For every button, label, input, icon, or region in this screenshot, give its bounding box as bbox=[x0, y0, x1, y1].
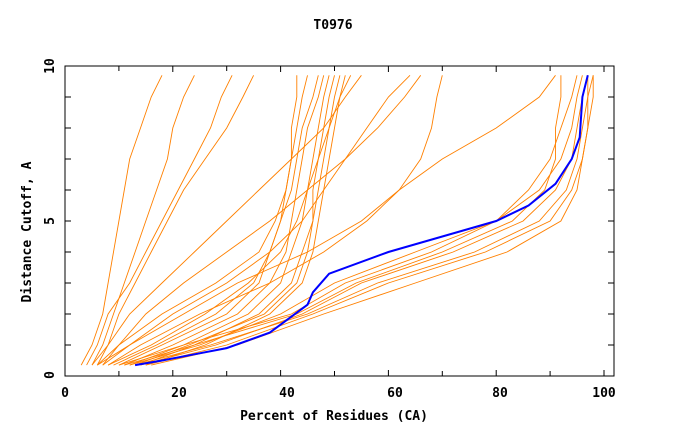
highlight-curve bbox=[134, 75, 589, 367]
y-axis-label: Distance Cutoff, A bbox=[20, 161, 35, 302]
model-curve-22 bbox=[102, 75, 422, 366]
model-curve-3 bbox=[96, 75, 255, 366]
model-curve-9 bbox=[145, 75, 346, 366]
model-curve-2 bbox=[91, 75, 195, 366]
model-curve-18 bbox=[151, 75, 594, 366]
model-curve-5 bbox=[96, 75, 308, 366]
model-curve-10 bbox=[107, 75, 352, 366]
model-curve-24 bbox=[107, 75, 556, 366]
model-curve-4 bbox=[86, 75, 233, 366]
plot-area bbox=[80, 74, 594, 367]
plot-frame bbox=[64, 65, 615, 377]
model-curve-7 bbox=[129, 75, 330, 366]
model-curve-23 bbox=[91, 75, 362, 366]
y-tick-label: 10 bbox=[43, 58, 58, 74]
chart-title: T0976 bbox=[313, 18, 352, 33]
x-tick-label: 0 bbox=[61, 386, 69, 401]
model-curve-11 bbox=[124, 75, 325, 366]
x-tick-label: 100 bbox=[592, 386, 616, 401]
y-tick-label: 5 bbox=[43, 217, 58, 225]
model-curve-13 bbox=[113, 75, 298, 366]
x-tick-label: 20 bbox=[171, 386, 187, 401]
model-curve-6 bbox=[118, 75, 319, 366]
model-curve-1 bbox=[80, 75, 163, 366]
model-curve-25 bbox=[102, 74, 411, 366]
x-tick-label: 80 bbox=[492, 386, 508, 401]
model-curve-19 bbox=[134, 75, 589, 366]
x-tick-label: 40 bbox=[279, 386, 295, 401]
model-curve-12 bbox=[134, 75, 335, 366]
model-curve-15 bbox=[140, 75, 589, 366]
x-tick-label: 60 bbox=[387, 386, 403, 401]
x-axis-label: Percent of Residues (CA) bbox=[240, 409, 428, 424]
model-curve-20 bbox=[124, 75, 562, 366]
y-tick-label: 0 bbox=[43, 371, 58, 379]
model-curve-21 bbox=[97, 75, 443, 366]
axis-ticks bbox=[64, 65, 614, 377]
model-curve-16 bbox=[145, 75, 594, 366]
model-curve-14 bbox=[129, 75, 583, 366]
